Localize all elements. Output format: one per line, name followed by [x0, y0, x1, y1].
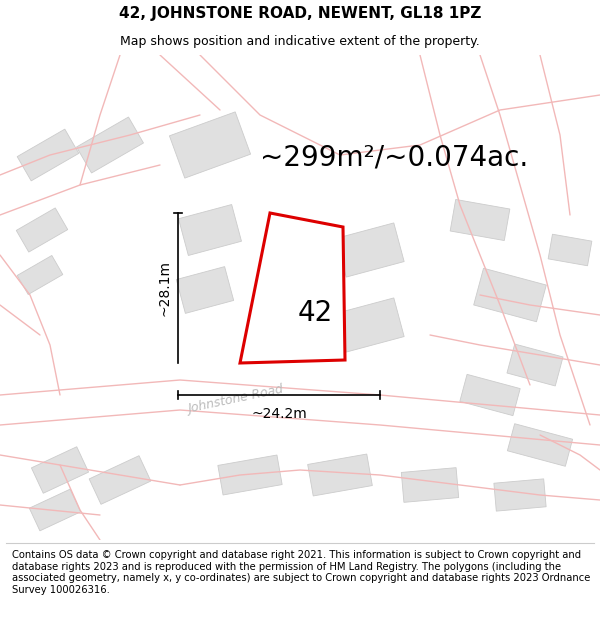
Bar: [17, 129, 79, 181]
Bar: [401, 468, 459, 502]
Text: Contains OS data © Crown copyright and database right 2021. This information is : Contains OS data © Crown copyright and d…: [12, 550, 590, 595]
Bar: [77, 117, 143, 173]
Bar: [218, 455, 282, 495]
Bar: [176, 267, 233, 313]
Bar: [16, 208, 68, 252]
Text: ~28.1m: ~28.1m: [158, 260, 172, 316]
Bar: [473, 268, 547, 322]
Text: Johnstone Road: Johnstone Road: [186, 384, 284, 416]
Text: ~299m²/~0.074ac.: ~299m²/~0.074ac.: [260, 144, 528, 172]
Bar: [507, 344, 563, 386]
Text: Map shows position and indicative extent of the property.: Map shows position and indicative extent…: [120, 35, 480, 48]
Bar: [548, 234, 592, 266]
Bar: [494, 479, 546, 511]
Bar: [31, 447, 89, 493]
Bar: [336, 298, 404, 352]
Bar: [169, 112, 251, 178]
Bar: [460, 374, 520, 416]
Text: ~24.2m: ~24.2m: [251, 407, 307, 421]
Text: 42: 42: [298, 299, 332, 327]
Text: 42, JOHNSTONE ROAD, NEWENT, GL18 1PZ: 42, JOHNSTONE ROAD, NEWENT, GL18 1PZ: [119, 6, 481, 21]
Polygon shape: [240, 213, 345, 363]
Bar: [450, 199, 510, 241]
Bar: [89, 456, 151, 504]
Bar: [508, 424, 572, 466]
Bar: [336, 223, 404, 277]
Bar: [17, 256, 63, 294]
Bar: [179, 204, 241, 256]
Bar: [308, 454, 373, 496]
Bar: [29, 489, 80, 531]
